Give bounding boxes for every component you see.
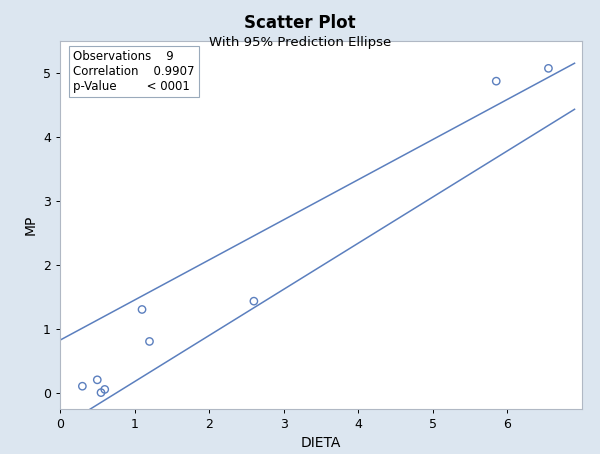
Point [96, 389, 106, 396]
Point [137, 306, 147, 313]
Text: With 95% Prediction Ellipse: With 95% Prediction Ellipse [209, 36, 391, 49]
Point [544, 65, 553, 72]
Point [100, 386, 110, 393]
Point [77, 383, 87, 390]
Point [92, 376, 102, 384]
Point [491, 78, 501, 85]
Y-axis label: MP: MP [23, 215, 37, 235]
Text: Scatter Plot: Scatter Plot [244, 14, 356, 32]
Text: Observations    9
Correlation    0.9907
p-Value        < 0001: Observations 9 Correlation 0.9907 p-Valu… [73, 50, 194, 93]
Point [249, 297, 259, 305]
X-axis label: DIETA: DIETA [301, 436, 341, 450]
Point [145, 338, 154, 345]
